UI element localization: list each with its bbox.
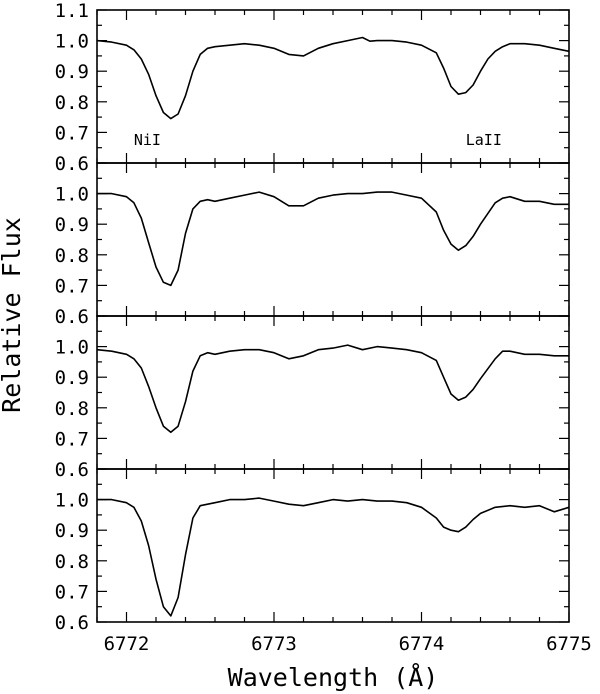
y-tick-label: 0.9 xyxy=(55,61,89,83)
x-tick-label: 6775 xyxy=(546,633,592,655)
y-tick-label: 1.0 xyxy=(55,184,89,206)
y-tick-label: 0.7 xyxy=(55,428,89,450)
y-tick-label: 0.8 xyxy=(55,398,89,420)
y-tick-label: 1.1 xyxy=(55,0,89,22)
y-tick-label: 0.7 xyxy=(55,275,89,297)
panel-frame xyxy=(96,468,570,623)
panel-4: 0.6 0.7 0.8 0.9 1.0 6772 6773 6774 6775 xyxy=(55,468,592,655)
x-tick-label: 6772 xyxy=(104,633,150,655)
line-annotation: LaII xyxy=(466,131,502,149)
y-tick-label: 0.8 xyxy=(55,551,89,573)
spectrum-line xyxy=(96,36,570,120)
panel-3: 0.6 0.7 0.8 0.9 1.0 xyxy=(55,315,570,481)
y-tick-label: 0.8 xyxy=(55,92,89,114)
x-tick-label: 6774 xyxy=(399,633,445,655)
y-tick-label: 1.0 xyxy=(55,337,89,359)
panel-2: 0.6 0.7 0.8 0.9 1.0 xyxy=(55,162,570,328)
x-axis-label: Wavelength (Å) xyxy=(228,663,439,692)
y-tick-label: 0.7 xyxy=(55,581,89,603)
y-tick-label: 0.6 xyxy=(55,306,89,328)
panel-1: 0.6 0.7 0.8 0.9 1.0 1.1 NiI LaII xyxy=(55,0,570,175)
line-annotation: NiI xyxy=(134,131,161,149)
x-tick-label: 6773 xyxy=(251,633,297,655)
y-tick-label: 0.7 xyxy=(55,122,89,144)
spectrum-line xyxy=(97,497,570,617)
y-tick-label: 0.9 xyxy=(55,520,89,542)
y-tick-label: 1.0 xyxy=(55,31,89,53)
panels: 0.6 0.7 0.8 0.9 1.0 1.1 NiI LaII 0.6 0.7 0.8 0.9 1.0… xyxy=(55,0,592,655)
y-tick-label: 1.0 xyxy=(55,490,89,512)
y-tick-label: 0.8 xyxy=(55,245,89,267)
spectrum-line xyxy=(96,344,569,434)
spectrum-line xyxy=(97,191,569,287)
y-axis-label: Relative Flux xyxy=(0,217,26,413)
panel-frame xyxy=(96,315,570,470)
y-tick-label: 0.6 xyxy=(55,153,89,175)
y-tick-label: 0.9 xyxy=(55,214,89,236)
panel-frame xyxy=(96,162,570,317)
y-tick-label: 0.6 xyxy=(55,459,89,481)
y-tick-label: 0.9 xyxy=(55,367,89,389)
y-tick-label: 0.6 xyxy=(55,612,89,634)
